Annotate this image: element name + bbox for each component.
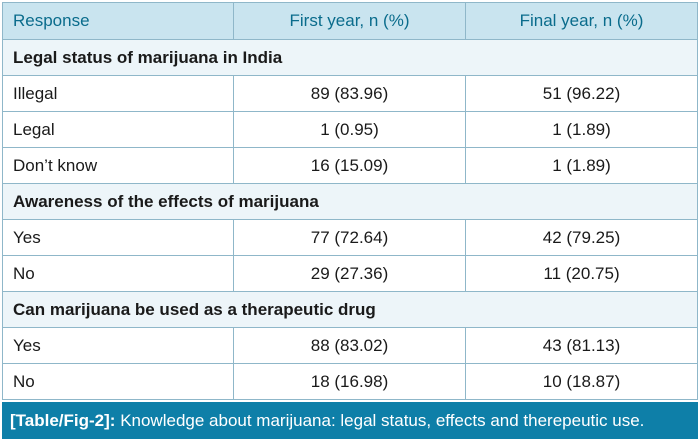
table-row: Yes 77 (72.64) 42 (79.25) — [2, 219, 698, 256]
caption-text: Knowledge about marijuana: legal status,… — [120, 411, 645, 430]
cell-final-year: 43 (81.13) — [465, 327, 698, 364]
header-response: Response — [2, 2, 234, 40]
cell-first-year: 89 (83.96) — [233, 75, 466, 112]
section-row: Legal status of marijuana in India — [2, 39, 698, 76]
table-row: No 18 (16.98) 10 (18.87) — [2, 363, 698, 400]
table-row: Legal 1 (0.95) 1 (1.89) — [2, 111, 698, 148]
section-title-awareness: Awareness of the effects of marijuana — [2, 183, 698, 220]
table-row: Illegal 89 (83.96) 51 (96.22) — [2, 75, 698, 112]
row-label: Don’t know — [2, 147, 234, 184]
row-label: No — [2, 363, 234, 400]
cell-final-year: 1 (1.89) — [465, 111, 698, 148]
header-final-year: Final year, n (%) — [465, 2, 698, 40]
row-label: Yes — [2, 219, 234, 256]
cell-first-year: 18 (16.98) — [233, 363, 466, 400]
table-row: Yes 88 (83.02) 43 (81.13) — [2, 327, 698, 364]
table-caption: [Table/Fig-2]: Knowledge about marijuana… — [2, 402, 698, 439]
section-title-legal-status: Legal status of marijuana in India — [2, 39, 698, 76]
cell-final-year: 1 (1.89) — [465, 147, 698, 184]
header-first-year: First year, n (%) — [233, 2, 466, 40]
section-title-therapeutic: Can marijuana be used as a therapeutic d… — [2, 291, 698, 328]
cell-first-year: 88 (83.02) — [233, 327, 466, 364]
cell-final-year: 51 (96.22) — [465, 75, 698, 112]
table-row: No 29 (27.36) 11 (20.75) — [2, 255, 698, 292]
knowledge-table: Response First year, n (%) Final year, n… — [2, 2, 698, 400]
cell-final-year: 42 (79.25) — [465, 219, 698, 256]
row-label: Illegal — [2, 75, 234, 112]
section-row: Can marijuana be used as a therapeutic d… — [2, 291, 698, 328]
section-row: Awareness of the effects of marijuana — [2, 183, 698, 220]
cell-final-year: 11 (20.75) — [465, 255, 698, 292]
table-row: Don’t know 16 (15.09) 1 (1.89) — [2, 147, 698, 184]
row-label: No — [2, 255, 234, 292]
row-label: Legal — [2, 111, 234, 148]
row-label: Yes — [2, 327, 234, 364]
cell-first-year: 16 (15.09) — [233, 147, 466, 184]
table-header-row: Response First year, n (%) Final year, n… — [2, 2, 698, 40]
caption-figure-ref: [Table/Fig-2]: — [10, 411, 116, 430]
cell-first-year: 29 (27.36) — [233, 255, 466, 292]
cell-final-year: 10 (18.87) — [465, 363, 698, 400]
cell-first-year: 77 (72.64) — [233, 219, 466, 256]
cell-first-year: 1 (0.95) — [233, 111, 466, 148]
